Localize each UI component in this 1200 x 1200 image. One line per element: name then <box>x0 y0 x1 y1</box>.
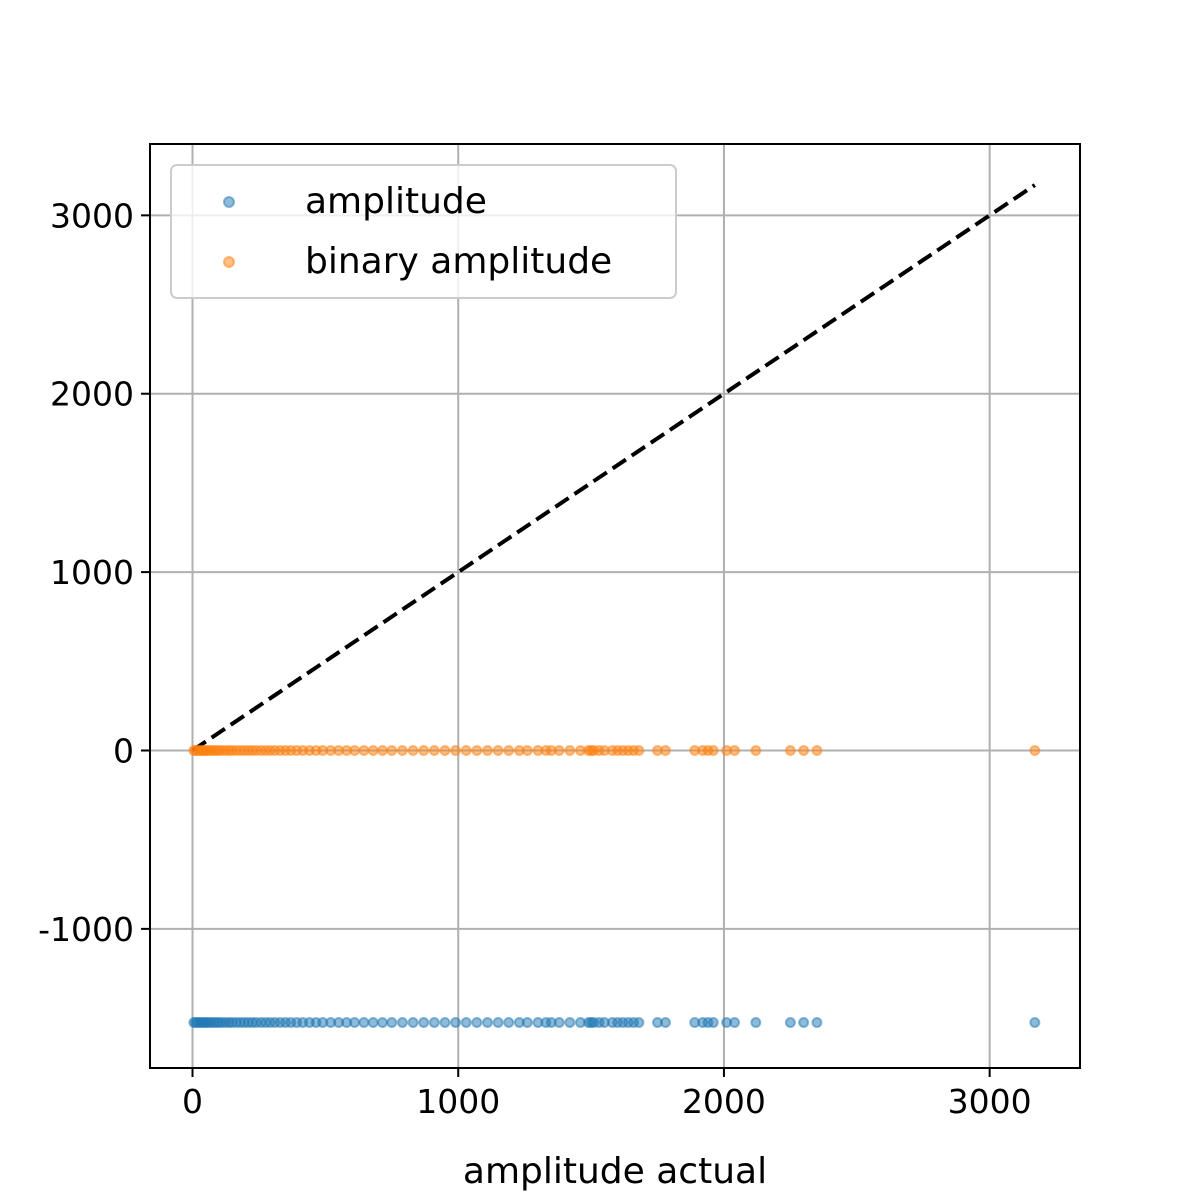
point-amplitude <box>729 1017 741 1029</box>
point-amplitude <box>349 1017 361 1029</box>
point-amplitude <box>439 1017 451 1029</box>
x-tick-label: 2000 <box>682 1082 766 1121</box>
y-tick-label: 0 <box>113 731 134 770</box>
point-amplitude <box>418 1017 430 1029</box>
point-amplitude <box>471 1017 483 1029</box>
data-points <box>188 744 1041 1029</box>
point-binary-amplitude <box>407 744 419 756</box>
legend-label-amplitude: amplitude <box>305 181 487 222</box>
point-binary-amplitude <box>707 744 719 756</box>
point-binary-amplitude <box>553 744 565 756</box>
point-amplitude <box>407 1017 419 1029</box>
point-amplitude <box>564 1017 576 1029</box>
y-tick-label: 3000 <box>50 196 134 235</box>
point-binary-amplitude <box>358 744 370 756</box>
point-amplitude <box>784 1017 796 1029</box>
point-amplitude <box>492 1017 504 1029</box>
y-tick-label: 1000 <box>50 553 134 592</box>
point-amplitude <box>367 1017 379 1029</box>
point-amplitude <box>503 1017 515 1029</box>
point-binary-amplitude <box>729 744 741 756</box>
point-binary-amplitude <box>564 744 576 756</box>
point-amplitude <box>1029 1017 1041 1029</box>
point-amplitude <box>750 1017 762 1029</box>
point-binary-amplitude <box>396 744 408 756</box>
point-amplitude <box>521 1017 533 1029</box>
point-binary-amplitude <box>633 744 645 756</box>
point-binary-amplitude <box>460 744 472 756</box>
x-tick-label: 1000 <box>416 1082 500 1121</box>
point-binary-amplitude <box>1029 744 1041 756</box>
point-binary-amplitude <box>659 744 671 756</box>
point-amplitude <box>811 1017 823 1029</box>
point-amplitude <box>428 1017 440 1029</box>
point-binary-amplitude <box>439 744 451 756</box>
point-amplitude <box>386 1017 398 1029</box>
point-binary-amplitude <box>367 744 379 756</box>
point-binary-amplitude <box>349 744 361 756</box>
point-amplitude <box>633 1017 645 1029</box>
point-binary-amplitude <box>428 744 440 756</box>
point-binary-amplitude <box>521 744 533 756</box>
legend-marker-binary-amplitude <box>223 256 235 268</box>
x-axis-label: amplitude actual <box>463 1151 767 1192</box>
point-amplitude <box>798 1017 810 1029</box>
y-tick-label: -1000 <box>38 910 134 949</box>
point-binary-amplitude <box>784 744 796 756</box>
point-binary-amplitude <box>750 744 762 756</box>
point-binary-amplitude <box>811 744 823 756</box>
point-binary-amplitude <box>503 744 515 756</box>
identity-dashed-line <box>191 183 1036 753</box>
point-amplitude <box>460 1017 472 1029</box>
point-amplitude <box>481 1017 493 1029</box>
point-binary-amplitude <box>450 744 462 756</box>
point-amplitude <box>659 1017 671 1029</box>
point-binary-amplitude <box>471 744 483 756</box>
legend: amplitude binary amplitude <box>170 164 677 299</box>
point-binary-amplitude <box>492 744 504 756</box>
point-amplitude <box>377 1017 388 1029</box>
axis-ticks: 0 1000 2000 3000 -1000 0 1000 2000 3000 <box>38 196 1032 1121</box>
point-binary-amplitude <box>386 744 398 756</box>
point-amplitude <box>707 1017 719 1029</box>
point-binary-amplitude <box>377 744 388 756</box>
point-amplitude <box>553 1017 565 1029</box>
point-amplitude <box>450 1017 462 1029</box>
plot-area-frame <box>149 143 1081 1069</box>
y-tick-label: 2000 <box>50 375 134 414</box>
legend-label-binary-amplitude: binary amplitude <box>305 241 612 282</box>
point-binary-amplitude <box>798 744 810 756</box>
x-tick-label: 3000 <box>948 1082 1032 1121</box>
point-binary-amplitude <box>418 744 430 756</box>
legend-marker-amplitude <box>223 196 235 208</box>
point-binary-amplitude <box>481 744 493 756</box>
legend-box <box>170 164 677 299</box>
point-amplitude <box>358 1017 370 1029</box>
reference-line <box>191 183 1036 753</box>
x-tick-label: 0 <box>182 1082 203 1121</box>
point-amplitude <box>396 1017 408 1029</box>
